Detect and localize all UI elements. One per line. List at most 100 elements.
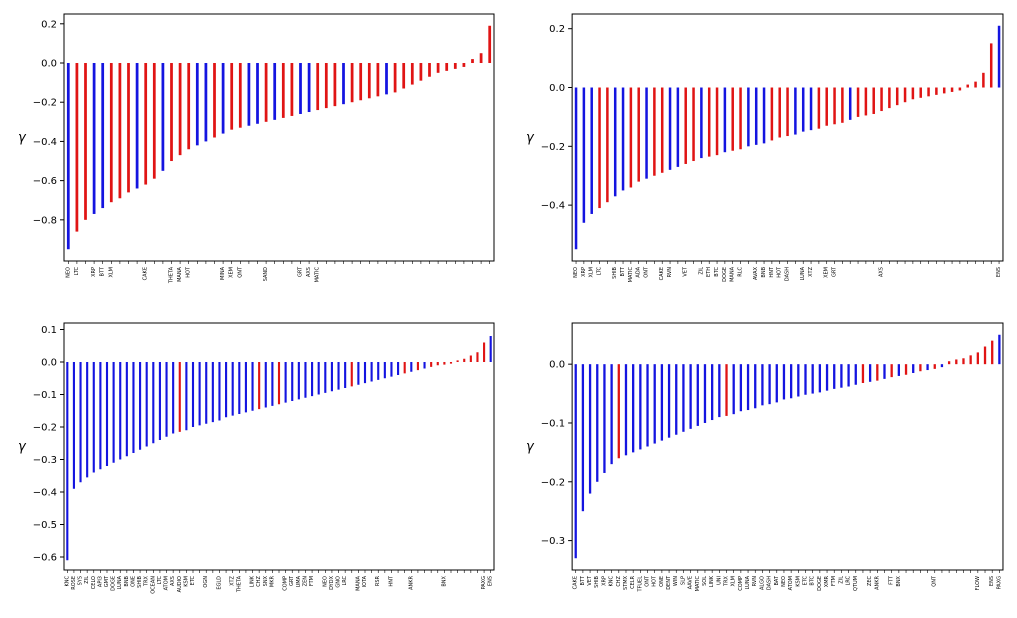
svg-text:SAND: SAND bbox=[263, 267, 269, 281]
svg-text:SHIB: SHIB bbox=[137, 575, 143, 587]
svg-text:QNT: QNT bbox=[237, 266, 243, 278]
svg-text:0.2: 0.2 bbox=[549, 24, 565, 35]
svg-text:UMA: UMA bbox=[296, 575, 302, 587]
svg-text:NEO: NEO bbox=[573, 267, 579, 278]
svg-text:γ: γ bbox=[18, 131, 27, 146]
svg-text:0.0: 0.0 bbox=[41, 358, 57, 369]
svg-text:−0.2: −0.2 bbox=[541, 477, 565, 488]
svg-text:HOT: HOT bbox=[652, 575, 658, 587]
svg-text:XRP: XRP bbox=[581, 267, 587, 277]
svg-text:ZIL: ZIL bbox=[838, 576, 844, 584]
svg-text:0.1: 0.1 bbox=[41, 325, 57, 336]
svg-text:ETH: ETH bbox=[706, 267, 712, 277]
svg-text:BTC: BTC bbox=[714, 266, 720, 276]
svg-text:AUDIO: AUDIO bbox=[177, 576, 183, 592]
svg-text:LTC: LTC bbox=[74, 267, 80, 276]
svg-text:BNB: BNB bbox=[124, 575, 130, 586]
svg-text:CAKE: CAKE bbox=[659, 267, 665, 280]
svg-text:MINA: MINA bbox=[220, 266, 226, 280]
svg-text:TRX: TRX bbox=[724, 575, 730, 587]
svg-text:−0.3: −0.3 bbox=[33, 455, 57, 466]
svg-text:KNC: KNC bbox=[609, 575, 615, 586]
svg-text:HOT: HOT bbox=[186, 266, 192, 278]
svg-text:ZIL: ZIL bbox=[698, 267, 704, 275]
svg-text:SOL: SOL bbox=[702, 576, 708, 586]
svg-text:BNX: BNX bbox=[896, 575, 902, 586]
svg-text:MKR: MKR bbox=[269, 575, 275, 587]
svg-text:γ: γ bbox=[18, 440, 27, 455]
subplot-bottom-right: 0.0 −0.1 −0.2 −0.3 γ CAKE BTT VET SHIB XRP KNC CHZ S… bbox=[508, 309, 1017, 618]
svg-text:SHIB: SHIB bbox=[594, 575, 600, 587]
svg-text:LINK: LINK bbox=[709, 575, 715, 587]
svg-text:QTUM: QTUM bbox=[853, 576, 859, 591]
svg-text:PAXG: PAXG bbox=[996, 576, 1002, 590]
svg-text:XLM: XLM bbox=[589, 267, 595, 278]
svg-text:BTT: BTT bbox=[100, 266, 106, 276]
svg-text:−0.1: −0.1 bbox=[541, 418, 565, 429]
svg-text:IOTA: IOTA bbox=[362, 575, 368, 587]
svg-text:HNT: HNT bbox=[388, 575, 394, 587]
svg-text:0.2: 0.2 bbox=[41, 19, 57, 30]
svg-text:DASH: DASH bbox=[767, 576, 773, 590]
svg-text:0.0: 0.0 bbox=[549, 83, 565, 94]
bar-chart-top-left: 0.2 0.0 −0.2 −0.4 −0.6 −0.8 γ NEO LTC XRP BTT XLM CA… bbox=[18, 13, 495, 284]
svg-text:EGLD: EGLD bbox=[216, 576, 222, 590]
svg-text:MANA: MANA bbox=[730, 266, 736, 281]
svg-text:XLM: XLM bbox=[108, 267, 114, 278]
svg-text:THETA: THETA bbox=[236, 575, 242, 593]
svg-text:CELO: CELO bbox=[91, 576, 97, 589]
svg-text:TRX: TRX bbox=[144, 575, 150, 587]
svg-text:ONT: ONT bbox=[644, 266, 650, 278]
svg-text:UNI: UNI bbox=[716, 576, 722, 585]
svg-text:MATIC: MATIC bbox=[628, 267, 634, 283]
svg-text:ONE: ONE bbox=[659, 576, 665, 587]
svg-text:KSM: KSM bbox=[795, 576, 801, 587]
svg-text:BTC: BTC bbox=[810, 575, 816, 585]
svg-text:ROSE: ROSE bbox=[71, 576, 77, 590]
svg-text:BNB: BNB bbox=[761, 266, 767, 277]
svg-text:KSM: KSM bbox=[183, 576, 189, 587]
svg-text:ONE: ONE bbox=[130, 576, 136, 587]
svg-text:DYDX: DYDX bbox=[329, 575, 335, 589]
svg-text:XTZ: XTZ bbox=[808, 266, 814, 276]
svg-text:THETA: THETA bbox=[169, 266, 175, 284]
svg-text:GRT: GRT bbox=[832, 266, 838, 277]
svg-text:PAXG: PAXG bbox=[481, 576, 487, 590]
svg-text:DOGE: DOGE bbox=[111, 576, 117, 591]
svg-text:γ: γ bbox=[526, 131, 535, 146]
svg-text:COMP: COMP bbox=[738, 576, 744, 591]
svg-text:ADA: ADA bbox=[636, 266, 642, 277]
svg-text:CHZ: CHZ bbox=[256, 575, 262, 586]
svg-text:SHIB: SHIB bbox=[612, 266, 618, 278]
svg-text:FLOW: FLOW bbox=[975, 576, 981, 590]
svg-text:AAVE: AAVE bbox=[688, 576, 694, 589]
svg-text:XLM: XLM bbox=[731, 576, 737, 587]
svg-text:LTC: LTC bbox=[157, 576, 163, 585]
svg-text:VET: VET bbox=[683, 266, 689, 277]
svg-text:DOGE: DOGE bbox=[722, 267, 728, 282]
svg-text:AXS: AXS bbox=[306, 267, 312, 277]
svg-text:LRC: LRC bbox=[846, 576, 852, 586]
svg-text:ANKR: ANKR bbox=[408, 575, 414, 589]
svg-text:NEO: NEO bbox=[322, 576, 328, 587]
bar-chart-bottom-left: 0.1 0.0 −0.1 −0.2 −0.3 −0.4 −0.5 −0.6 γ KNC ROSE SY… bbox=[18, 322, 495, 594]
svg-text:BAT: BAT bbox=[774, 575, 780, 585]
svg-text:KNC: KNC bbox=[64, 575, 70, 586]
svg-text:ANKR: ANKR bbox=[874, 575, 880, 589]
svg-text:−0.3: −0.3 bbox=[541, 536, 565, 547]
svg-text:ALGO: ALGO bbox=[759, 576, 765, 590]
svg-text:API3: API3 bbox=[97, 576, 103, 587]
svg-text:XRP: XRP bbox=[601, 576, 607, 586]
svg-text:ZIL: ZIL bbox=[84, 576, 90, 584]
svg-text:GRT: GRT bbox=[289, 575, 295, 586]
svg-text:ENS: ENS bbox=[996, 267, 1002, 277]
svg-text:FTT: FTT bbox=[889, 575, 895, 585]
svg-text:−0.4: −0.4 bbox=[541, 201, 565, 212]
svg-text:XRP: XRP bbox=[91, 267, 97, 277]
svg-text:MANA: MANA bbox=[355, 575, 361, 590]
svg-text:MANA: MANA bbox=[177, 266, 183, 281]
svg-text:ETC: ETC bbox=[190, 576, 196, 586]
svg-text:ZEN: ZEN bbox=[302, 576, 308, 587]
svg-text:DENT: DENT bbox=[666, 575, 672, 590]
